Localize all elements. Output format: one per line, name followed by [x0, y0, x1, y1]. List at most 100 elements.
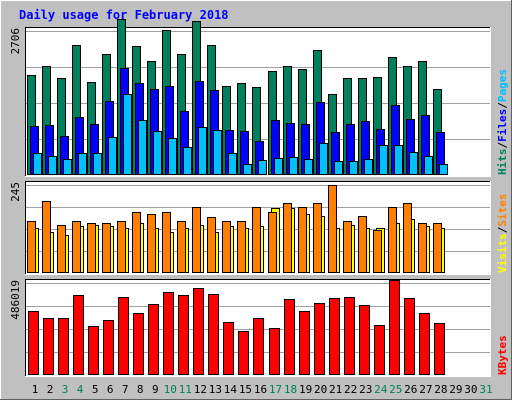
chart-title: Daily usage for February 2018: [19, 8, 229, 22]
bar-sites: [222, 221, 231, 273]
bar-pages: [289, 157, 298, 175]
bar-kbytes: [28, 311, 39, 375]
bar-pages: [379, 145, 388, 175]
bar-kbytes: [269, 328, 280, 375]
x-tick-label: 27: [419, 383, 432, 396]
bar-pages: [334, 161, 343, 175]
bar-sites: [177, 221, 186, 273]
x-tick-label: 2: [47, 383, 54, 396]
x-tick-label: 26: [404, 383, 417, 396]
bar-pages: [93, 153, 102, 175]
x-tick-label: 5: [92, 383, 99, 396]
bar-kbytes: [223, 322, 234, 375]
bar-pages: [213, 130, 222, 175]
bar-kbytes: [434, 323, 445, 375]
legend: KBytes: [496, 335, 509, 375]
bar-sites: [313, 203, 322, 273]
legend: Visits/Sites: [496, 194, 509, 274]
bar-pages: [439, 164, 448, 175]
bar-pages: [349, 161, 358, 175]
x-tick-label: 8: [137, 383, 144, 396]
x-tick-label: 1: [32, 383, 39, 396]
bar-kbytes: [73, 295, 84, 375]
x-tick-label: 10: [164, 383, 177, 396]
bar-kbytes: [359, 305, 370, 375]
bar-kbytes: [208, 294, 219, 375]
legend-entry: KBytes: [496, 335, 509, 375]
legend-entry: Visits: [496, 233, 509, 273]
y-max-label: 486019: [9, 280, 22, 320]
bar-kbytes: [419, 313, 430, 375]
bar-pages: [394, 145, 403, 175]
bar-sites: [162, 212, 171, 273]
legend-entry: Hits: [496, 149, 509, 176]
x-tick-label: 6: [107, 383, 114, 396]
bar-kbytes: [43, 318, 54, 375]
y-max-label: 245: [9, 182, 22, 202]
x-tick-label: 13: [209, 383, 222, 396]
bar-pages: [183, 147, 192, 175]
bar-pages: [304, 159, 313, 175]
x-tick-label: 31: [479, 383, 492, 396]
bar-pages: [138, 120, 147, 175]
bar-sites: [283, 203, 292, 273]
bar-pages: [123, 94, 132, 175]
bar-kbytes: [389, 280, 400, 375]
bar-pages: [63, 159, 72, 175]
bar-sites: [192, 207, 201, 273]
bar-kbytes: [374, 325, 385, 375]
panel-kbytes: 486019 KBytes: [9, 279, 509, 377]
bar-sites: [117, 221, 126, 273]
bar-sites: [403, 203, 412, 273]
bar-sites: [328, 185, 337, 273]
bar-kbytes: [103, 320, 114, 375]
bar-kbytes: [238, 331, 249, 375]
x-tick-label: 25: [389, 383, 402, 396]
bar-sites: [358, 216, 367, 273]
bar-pages: [243, 164, 252, 175]
bar-sites: [237, 221, 246, 273]
bar-kbytes: [88, 326, 99, 375]
bar-kbytes: [118, 297, 129, 375]
bar-kbytes: [148, 304, 159, 375]
bar-sites: [87, 223, 96, 273]
bar-sites: [343, 221, 352, 273]
bar-pages: [228, 153, 237, 175]
legend-entry: Sites: [496, 194, 509, 227]
bar-sites: [433, 223, 442, 273]
bar-pages: [424, 156, 433, 175]
bar-sites: [388, 207, 397, 273]
bar-pages: [33, 153, 42, 175]
x-axis-day-labels: 1 2 3 4 5 6 7 8 9 10 11 12 13 14 15 16 17 18 19 20 21 22 23 24 2…: [32, 383, 493, 396]
bar-sites: [373, 230, 382, 273]
bar-kbytes: [253, 318, 264, 375]
x-tick-label: 22: [344, 383, 357, 396]
bar-pages: [48, 156, 57, 175]
panel-visits_sites: 245 Visits/Sites: [9, 181, 509, 275]
y-max-label: 2706: [9, 28, 22, 55]
x-tick-label: 17: [269, 383, 282, 396]
x-tick-label: 24: [374, 383, 388, 396]
bar-kbytes: [404, 298, 415, 375]
bar-pages: [168, 138, 177, 175]
bar-sites: [418, 223, 427, 273]
bar-kbytes: [299, 311, 310, 375]
x-tick-label: 9: [152, 383, 159, 396]
bar-sites: [27, 221, 36, 273]
bar-sites: [132, 212, 141, 273]
x-tick-label: 15: [239, 383, 252, 396]
bar-pages: [153, 131, 162, 175]
x-tick-label: 18: [284, 383, 297, 396]
legend-entry: /: [496, 226, 509, 233]
x-tick-label: 7: [122, 383, 129, 396]
x-tick-label: 4: [77, 383, 84, 396]
bar-pages: [198, 127, 207, 175]
chart-panels: 2706Hits/Files/Pages245Visits/Sites48601…: [9, 19, 509, 377]
x-tick-label: 28: [434, 383, 447, 396]
bar-pages: [364, 159, 373, 175]
x-tick-label: 3: [62, 383, 69, 396]
legend-entry: /: [496, 102, 509, 109]
x-tick-label: 21: [329, 383, 342, 396]
bar-sites: [57, 225, 66, 273]
